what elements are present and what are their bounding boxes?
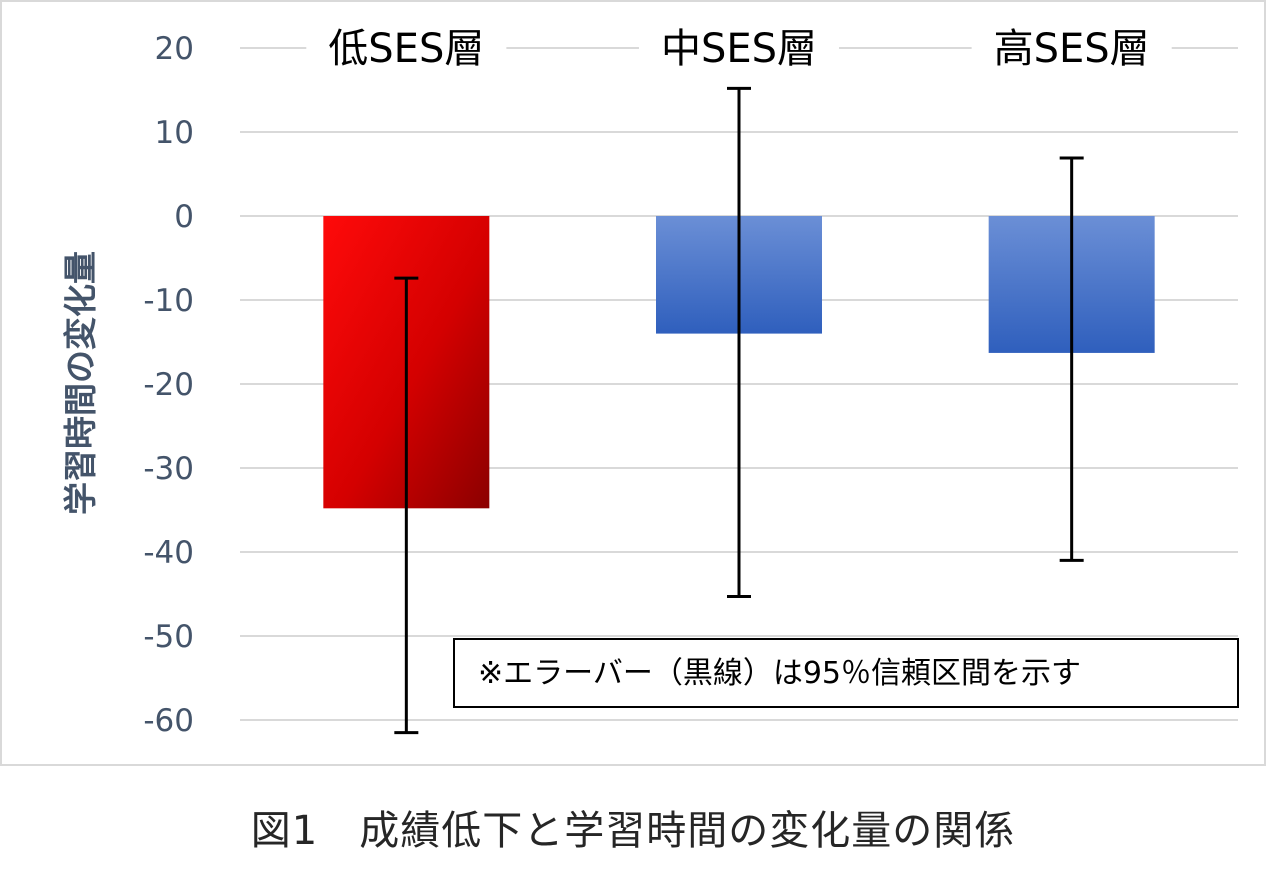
note-text: ※エラーバー（黒線）は95％信頼区間を示す (478, 656, 1081, 691)
y-tick-label: -60 (143, 703, 194, 739)
category-label: 高SES層 (994, 26, 1150, 72)
y-tick-label: -20 (143, 367, 194, 403)
y-tick-label: -50 (143, 619, 194, 655)
y-axis-ticks: 20 10 0 -10 -20 -30 -40 -50 -60 (143, 31, 194, 739)
y-tick-label: -40 (143, 535, 194, 571)
category-label-background (971, 26, 1172, 72)
error-bars (394, 86, 1084, 735)
category-label: 中SES層 (661, 26, 817, 72)
figure-caption: 図1 成績低下と学習時間の変化量の関係 (250, 808, 1016, 854)
y-tick-label: -30 (143, 451, 194, 487)
category-label-background (306, 26, 507, 72)
y-axis-label: 学習時間の変化量 (61, 251, 100, 515)
category-labels: 低SES層 中SES層 高SES層 (306, 26, 1172, 72)
note-box: ※エラーバー（黒線）は95％信頼区間を示す (453, 638, 1239, 708)
y-tick-label: 0 (174, 199, 194, 235)
y-tick-label: -10 (143, 283, 194, 319)
y-tick-label: 20 (155, 31, 194, 67)
category-label-background (638, 26, 840, 72)
y-tick-label: 10 (155, 115, 194, 151)
chart-area (0, 0, 1266, 766)
category-label: 低SES層 (328, 26, 484, 72)
